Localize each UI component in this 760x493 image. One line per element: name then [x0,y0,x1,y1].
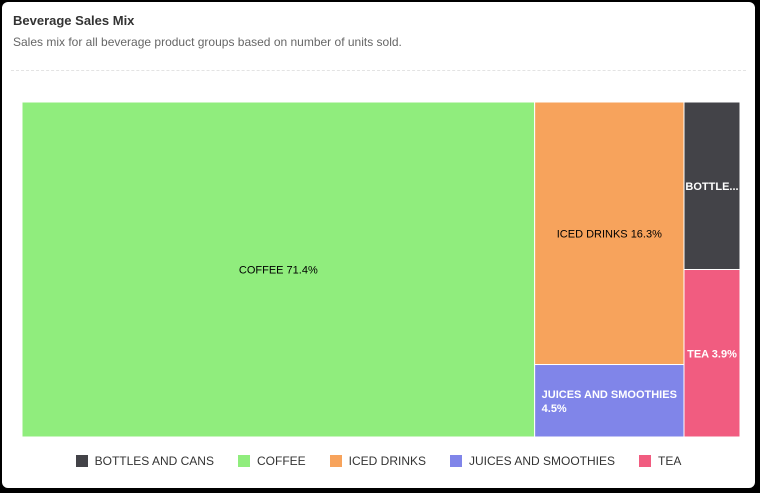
treemap-tile-tea[interactable] [683,269,741,438]
treemap-label-juices-and-smoothies: JUICES AND SMOOTHIES 4.5% [542,389,677,415]
legend: BOTTLES AND CANS COFFEE ICED DRINKS JUICES … [2,454,755,468]
legend-swatch [639,455,652,467]
legend-item-bottles-and-cans[interactable]: BOTTLES AND CANS [75,454,214,468]
legend-item-coffee[interactable]: COFFEE [237,454,306,468]
legend-label: ICED DRINKS [348,454,426,468]
legend-label: BOTTLES AND CANS [94,454,214,468]
treemap-label-tea: TEA 3.9% [687,348,737,360]
legend-swatch [75,455,88,467]
legend-swatch [237,455,250,467]
treemap-tile-juices-and-smoothies[interactable] [534,364,685,438]
treemap-label-bottles-and-cans: BOTTLE... [685,181,738,193]
chart-subtitle: Sales mix for all beverage product group… [13,35,402,49]
chart-card: Beverage Sales Mix Sales mix for all bev… [2,2,755,488]
chart-title: Beverage Sales Mix [13,13,135,28]
legend-item-tea[interactable]: TEA [639,454,681,468]
treemap-label-iced-drinks: ICED DRINKS 16.3% [557,228,662,240]
legend-label: JUICES AND SMOOTHIES [469,454,616,468]
legend-label: TEA [658,454,682,468]
legend-item-juices-and-smoothies[interactable]: JUICES AND SMOOTHIES [450,454,615,468]
treemap-tile-coffee[interactable] [21,101,536,438]
treemap-tile-bottles-and-cans[interactable] [683,101,741,270]
legend-label: COFFEE [256,454,306,468]
legend-swatch [450,455,462,467]
legend-item-iced-drinks[interactable]: ICED DRINKS [329,454,426,468]
header-divider [11,70,746,71]
treemap-chart: COFFEE 71.4% ICED DRINKS 16.3% JUICES AND … [21,101,741,438]
treemap-label-coffee: COFFEE 71.4% [239,265,318,277]
treemap-tile-iced-drinks[interactable] [534,101,685,366]
legend-swatch [329,455,342,467]
